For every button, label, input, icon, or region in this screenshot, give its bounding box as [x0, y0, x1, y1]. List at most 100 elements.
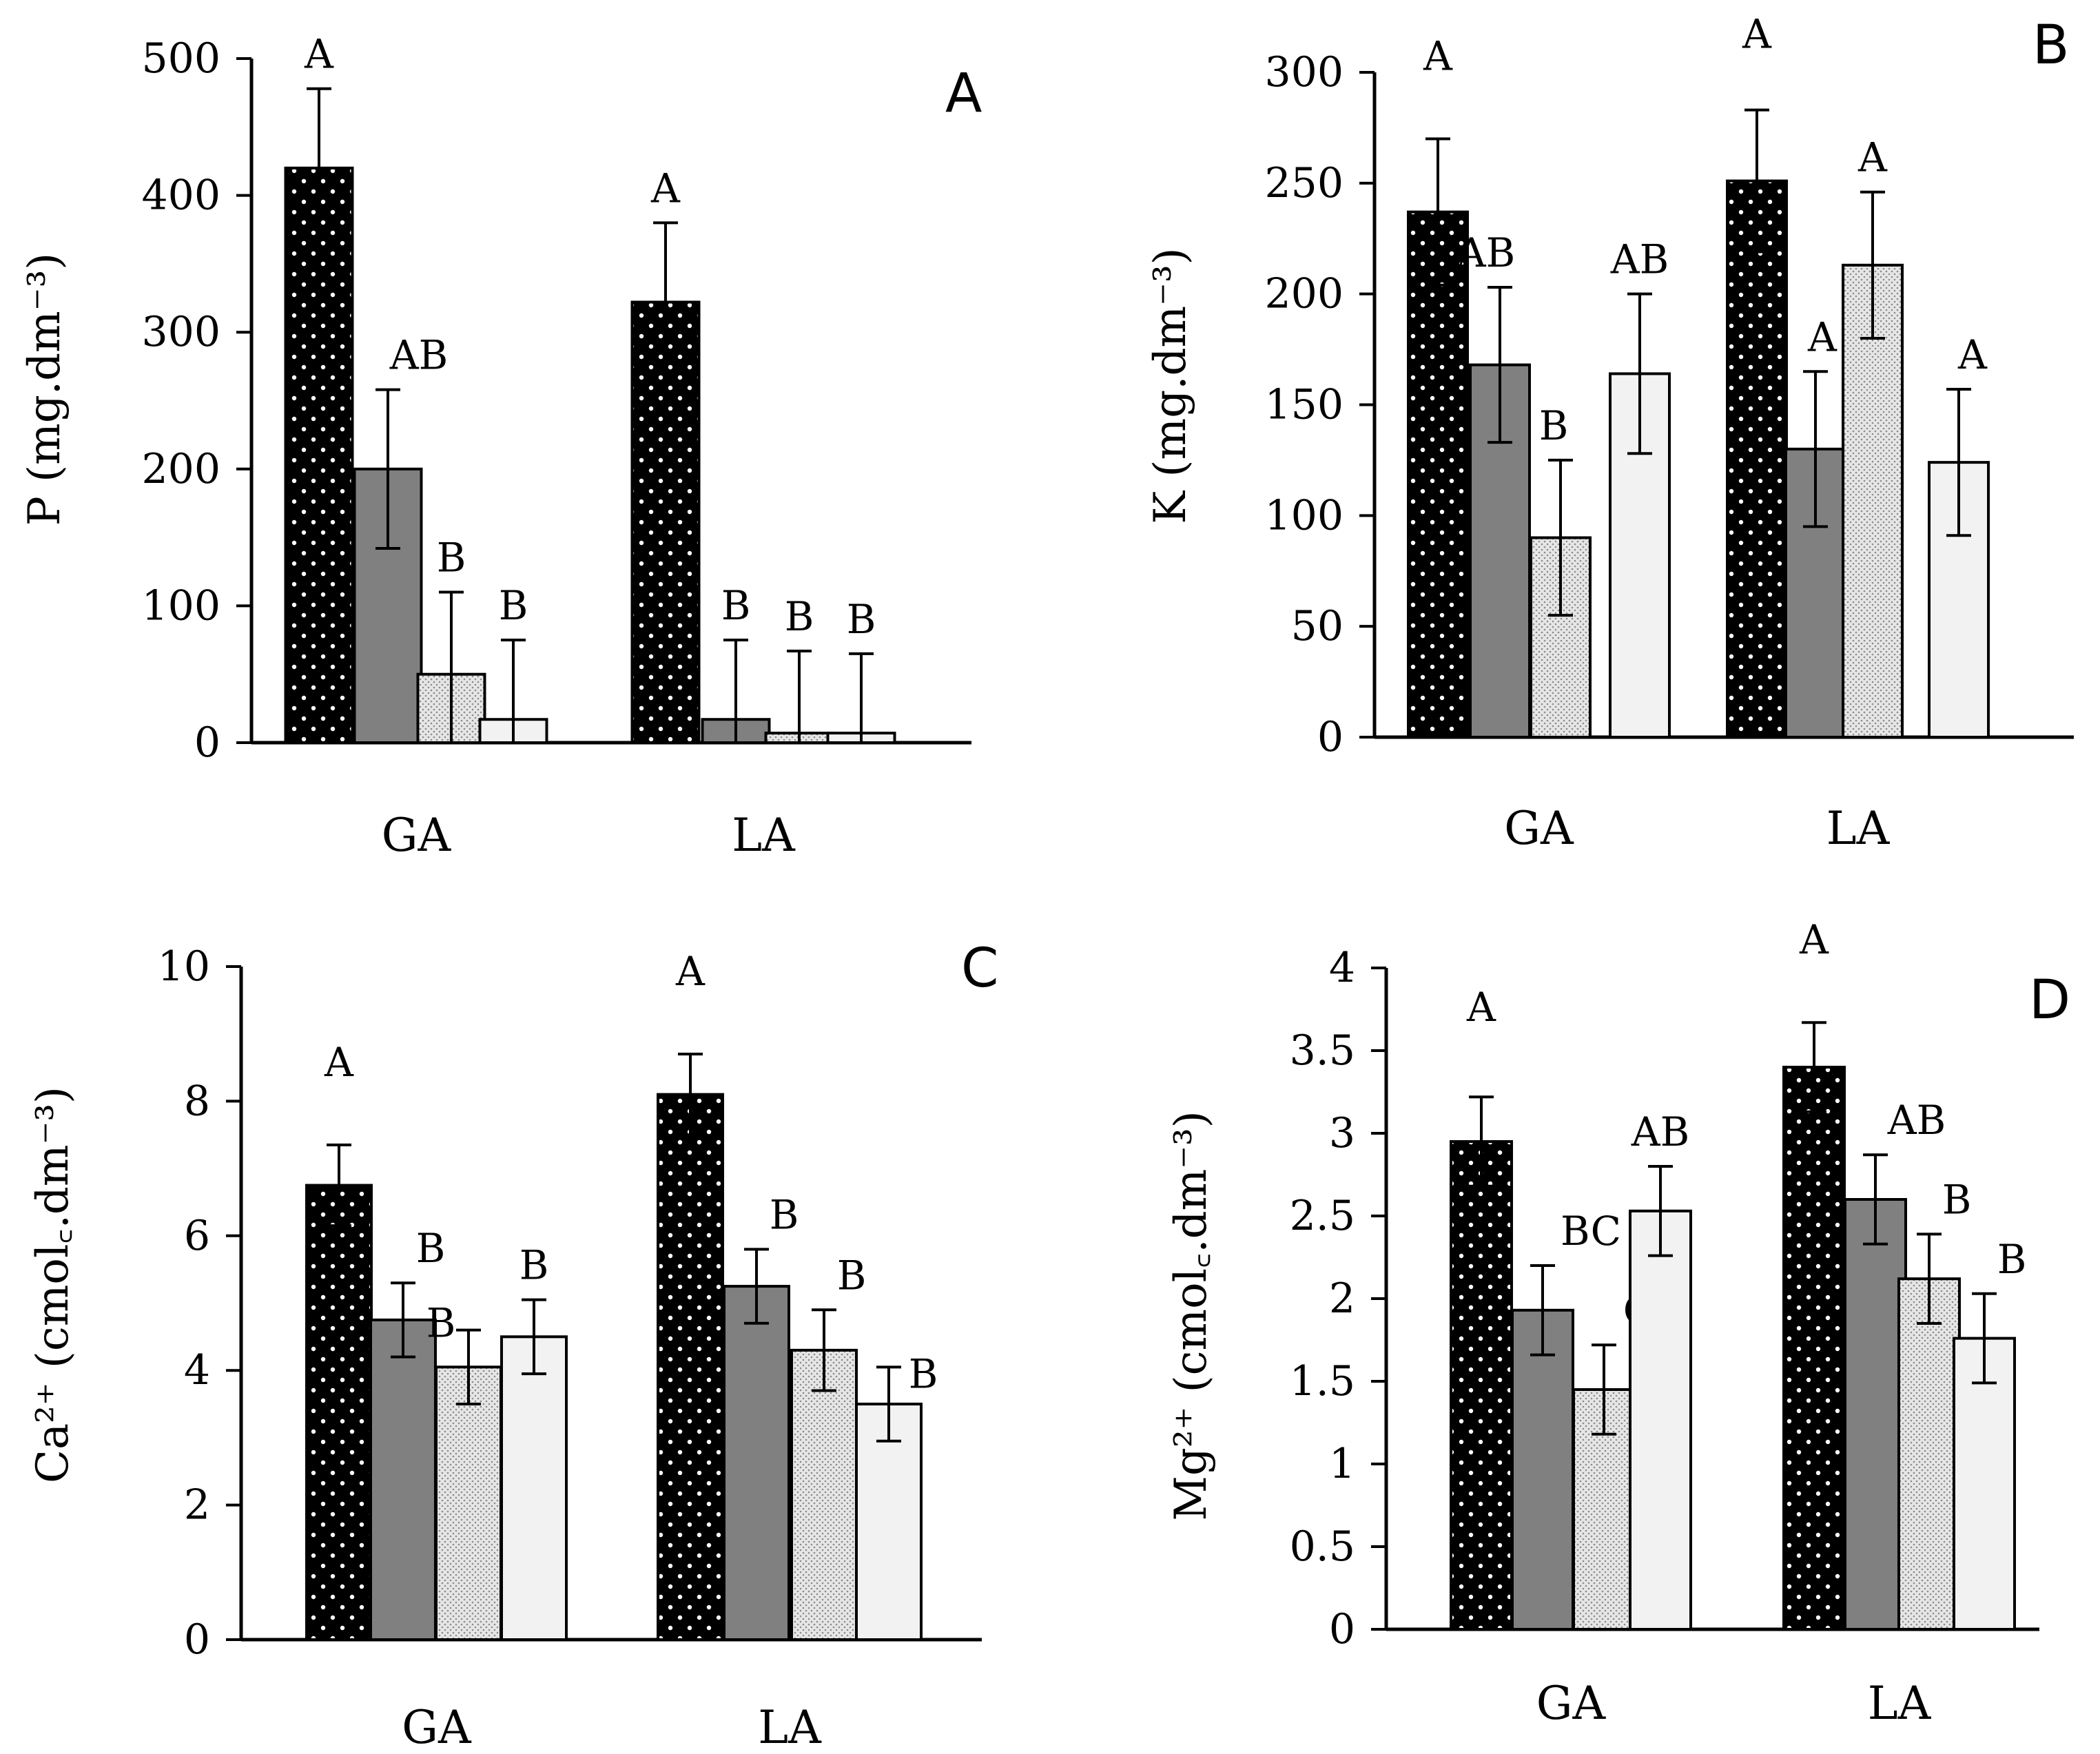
y-tick-label: 4 — [1329, 944, 1355, 992]
bar — [284, 166, 354, 744]
bar — [1726, 179, 1788, 739]
y-tick-label: 0 — [194, 719, 220, 767]
y-tick-label: 200 — [1264, 270, 1344, 318]
y-tick-label: 250 — [1264, 159, 1344, 207]
y-tick-label: 50 — [1291, 602, 1344, 650]
significance-letter: A — [1466, 984, 1496, 1031]
bar — [369, 1318, 437, 1642]
significance-letter: B — [426, 1300, 456, 1347]
bar — [500, 1335, 568, 1641]
significance-letter: B — [1942, 1176, 1972, 1223]
y-tick-label: 150 — [1264, 381, 1344, 429]
significance-letter: B — [909, 1350, 938, 1397]
significance-letter: A — [1857, 134, 1888, 181]
bar — [1450, 1140, 1513, 1631]
x-category-label: LA — [732, 809, 796, 862]
panel-c-y-axis-title: Ca²⁺ (cmol꜀.dm⁻³) — [28, 1086, 79, 1483]
y-tick-label: 400 — [141, 172, 220, 220]
y-tick-label: 0 — [184, 1616, 210, 1664]
bar — [790, 1348, 858, 1641]
panel-a-y-axis-title: P (mg.dm⁻³) — [19, 253, 70, 526]
bar — [723, 1285, 790, 1641]
y-tick-label: 1 — [1329, 1440, 1355, 1488]
y-tick-label: 3.5 — [1290, 1026, 1355, 1075]
significance-letter: B — [499, 582, 528, 629]
bar — [1782, 1066, 1846, 1631]
bar — [855, 1403, 923, 1642]
bar — [435, 1365, 502, 1641]
y-tick-label: 0 — [1329, 1605, 1355, 1653]
bar — [1953, 1337, 2016, 1631]
y-tick-label: 300 — [141, 308, 220, 356]
bar — [657, 1093, 724, 1641]
significance-letter: A — [675, 948, 706, 995]
significance-letter: B — [837, 1252, 867, 1299]
panel-b-letter: B — [2032, 14, 2070, 76]
significance-letter: B — [1997, 1236, 2027, 1283]
bar — [1407, 210, 1469, 739]
x-category-label: LA — [1868, 1677, 1932, 1730]
panel-d-plot: 00.511.522.533.54AABCABCBABBGALA — [1290, 916, 2039, 1730]
y-tick-label: 0.5 — [1290, 1523, 1355, 1571]
y-tick-label: 100 — [141, 581, 220, 630]
y-tick-label: 2 — [184, 1481, 210, 1529]
y-tick-label: 0 — [1317, 713, 1344, 761]
x-category-label: LA — [1826, 802, 1891, 855]
significance-letter: AB — [1887, 1097, 1946, 1144]
y-tick-label: 8 — [184, 1077, 210, 1125]
y-tick-label: 500 — [141, 34, 220, 83]
y-tick-label: 6 — [184, 1212, 210, 1260]
panel-b-y-axis-title: K (mg.dm⁻³) — [1145, 247, 1196, 524]
y-tick-label: 100 — [1264, 491, 1344, 539]
significance-letter: AB — [389, 332, 449, 379]
x-category-label: LA — [758, 1701, 822, 1754]
y-tick-label: 4 — [184, 1346, 210, 1394]
significance-letter: B — [770, 1191, 799, 1238]
y-tick-label: 2 — [1329, 1275, 1355, 1323]
significance-letter: B — [1539, 402, 1569, 449]
y-tick-label: 300 — [1264, 48, 1344, 96]
bar — [1511, 1308, 1574, 1631]
panel-a-letter: A — [945, 63, 982, 125]
significance-letter: AB — [1456, 229, 1516, 276]
panel-d-y-axis-title: Mg²⁺ (cmol꜀.dm⁻³) — [1166, 1111, 1217, 1520]
bar — [305, 1184, 373, 1641]
significance-letter: BC — [1561, 1208, 1621, 1255]
significance-letter: B — [416, 1225, 446, 1272]
significance-letter: B — [847, 596, 876, 643]
x-category-label: GA — [1536, 1677, 1607, 1730]
significance-letter: A — [1799, 916, 1829, 963]
y-tick-label: 200 — [141, 445, 220, 493]
panel-c-letter: C — [961, 938, 998, 1000]
bar — [1530, 536, 1592, 739]
x-category-label: GA — [382, 809, 452, 862]
panel-d-letter: D — [2029, 969, 2070, 1031]
bar — [1844, 1198, 1907, 1631]
y-tick-label: 3 — [1329, 1109, 1355, 1157]
x-category-label: GA — [1504, 802, 1574, 855]
significance-letter: B — [721, 582, 751, 629]
panel-d: D Mg²⁺ (cmol꜀.dm⁻³) 00.511.522.533.54AAB… — [1166, 916, 2070, 1730]
significance-letter: B — [437, 535, 466, 581]
significance-letter: AB — [1631, 1108, 1690, 1155]
y-tick-label: 2.5 — [1290, 1192, 1355, 1240]
significance-letter: A — [1957, 331, 1988, 378]
bar — [1897, 1277, 1961, 1631]
y-tick-label: 1.5 — [1290, 1357, 1355, 1405]
significance-letter: A — [304, 31, 334, 78]
significance-letter: B — [785, 593, 814, 640]
significance-letter: A — [1423, 33, 1453, 80]
y-tick-label: 10 — [158, 942, 210, 991]
significance-letter: A — [324, 1039, 354, 1086]
significance-letter: AB — [1610, 236, 1669, 283]
x-category-label: GA — [402, 1701, 472, 1754]
significance-letter: A — [1742, 11, 1772, 58]
significance-letter: A — [650, 165, 681, 211]
